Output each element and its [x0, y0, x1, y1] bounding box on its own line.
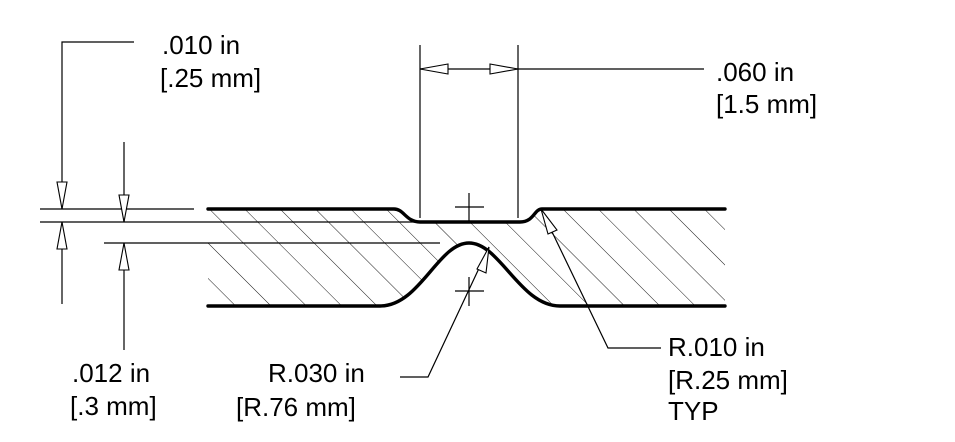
thickness-dimension-012	[118, 142, 130, 350]
center-mark-top	[455, 193, 484, 222]
extension-lines-left	[40, 208, 440, 244]
depth-callout-line2: [.25 mm]	[160, 63, 261, 93]
radius-010-callout-line2: [R.25 mm]	[668, 365, 788, 395]
radius-leader-030	[400, 246, 490, 378]
depth-dimension-010	[56, 41, 134, 304]
part-bottom-outline	[206, 241, 727, 308]
radius-leader-010	[540, 208, 661, 349]
center-mark-bottom	[455, 277, 484, 306]
radius-030-callout-line1: R.030 in	[268, 358, 365, 388]
part-top-outline	[206, 207, 727, 224]
depth-callout-line1: .010 in	[162, 30, 240, 60]
radius-030-callout-line2: [R.76 mm]	[236, 392, 356, 422]
width-callout-line1: .060 in	[716, 57, 794, 87]
width-dimension-060	[419, 45, 704, 218]
radius-010-callout-line1: R.010 in	[668, 332, 765, 362]
width-callout-line2: [1.5 mm]	[716, 89, 817, 119]
radius-010-callout-line3: TYP	[668, 396, 719, 426]
thickness-callout-line1: .012 in	[72, 358, 150, 388]
thickness-callout-line2: [.3 mm]	[70, 391, 157, 421]
part-hatching	[208, 209, 725, 306]
